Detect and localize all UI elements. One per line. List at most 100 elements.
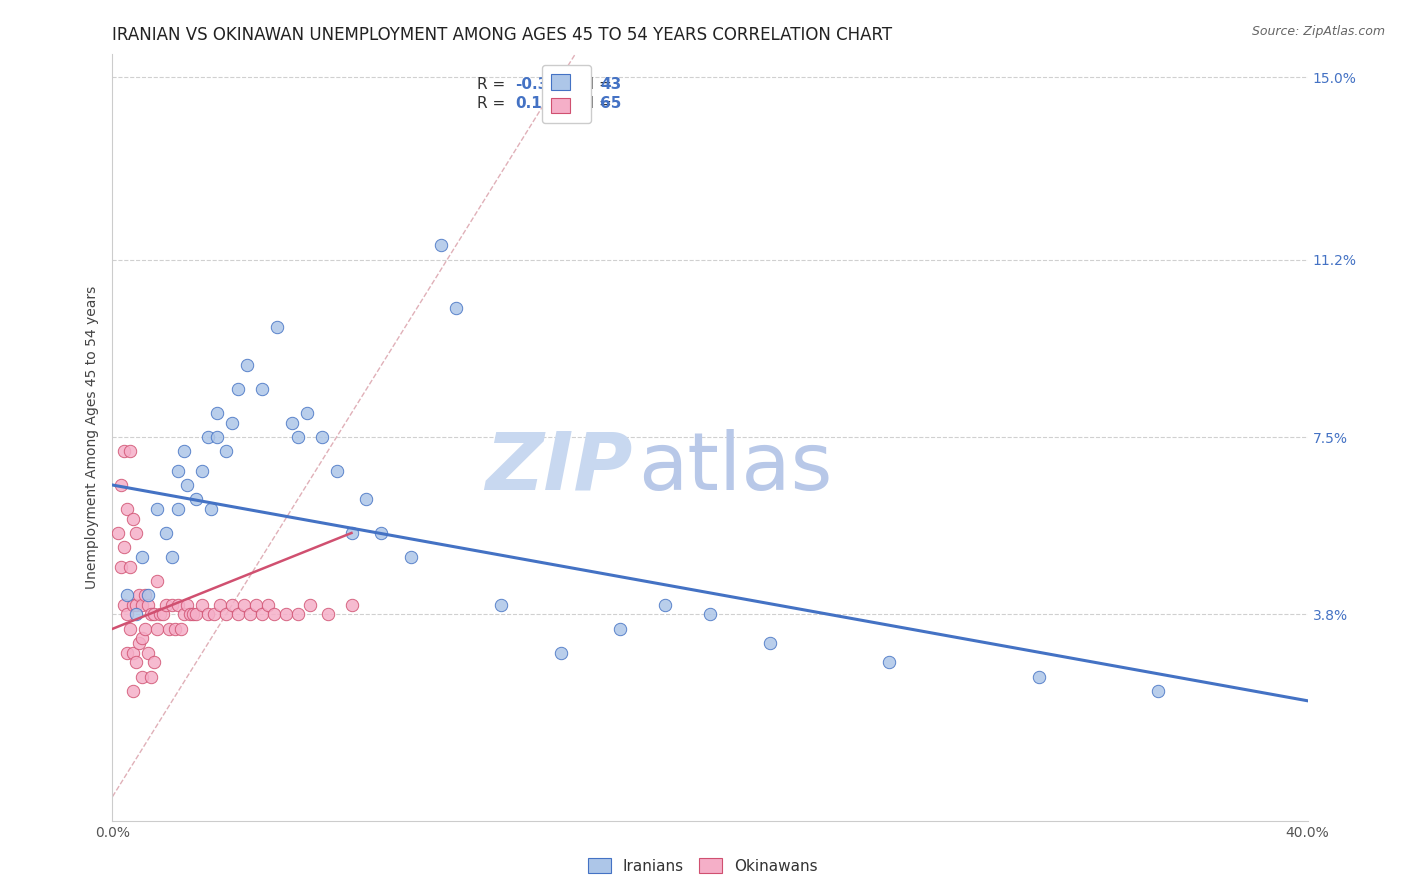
Text: 0.112: 0.112	[515, 95, 564, 111]
Point	[233, 598, 256, 612]
Point	[152, 607, 174, 622]
Point	[170, 622, 193, 636]
Point	[370, 526, 392, 541]
Point	[274, 607, 297, 622]
Point	[197, 430, 219, 444]
Point	[699, 607, 721, 622]
Point	[221, 598, 243, 612]
Point	[245, 598, 267, 612]
Point	[298, 598, 321, 612]
Point	[250, 382, 273, 396]
Point	[165, 622, 187, 636]
Point	[134, 588, 156, 602]
Point	[131, 670, 153, 684]
Point	[128, 636, 150, 650]
Point	[128, 588, 150, 602]
Point	[550, 646, 572, 660]
Point	[1028, 670, 1050, 684]
Point	[191, 598, 214, 612]
Text: Source: ZipAtlas.com: Source: ZipAtlas.com	[1251, 25, 1385, 38]
Point	[167, 502, 190, 516]
Point	[114, 444, 135, 458]
Point	[401, 549, 423, 564]
Point	[209, 598, 232, 612]
Point	[120, 559, 142, 574]
Point	[202, 607, 225, 622]
Point	[143, 656, 166, 670]
Point	[114, 541, 135, 555]
Point	[117, 588, 139, 602]
Point	[287, 430, 309, 444]
Point	[173, 607, 195, 622]
Text: ZIP: ZIP	[485, 429, 633, 507]
Text: N =: N =	[572, 77, 616, 92]
Legend: , : ,	[543, 65, 591, 123]
Point	[215, 607, 238, 622]
Point	[186, 607, 208, 622]
Point	[125, 526, 148, 541]
Point	[226, 607, 249, 622]
Text: 43: 43	[600, 77, 621, 92]
Point	[146, 622, 169, 636]
Point	[250, 607, 273, 622]
Point	[143, 607, 166, 622]
Point	[356, 492, 378, 507]
Point	[120, 444, 142, 458]
Point	[125, 656, 148, 670]
Point	[654, 598, 676, 612]
Y-axis label: Unemployment Among Ages 45 to 54 years: Unemployment Among Ages 45 to 54 years	[86, 285, 100, 589]
Point	[131, 632, 153, 646]
Text: IRANIAN VS OKINAWAN UNEMPLOYMENT AMONG AGES 45 TO 54 YEARS CORRELATION CHART: IRANIAN VS OKINAWAN UNEMPLOYMENT AMONG A…	[112, 26, 893, 44]
Point	[157, 622, 180, 636]
Point	[162, 598, 183, 612]
Text: R =: R =	[477, 95, 515, 111]
Point	[125, 607, 148, 622]
Point	[131, 598, 153, 612]
Point	[122, 598, 145, 612]
Point	[138, 588, 160, 602]
Point	[287, 607, 309, 622]
Point	[146, 574, 169, 588]
Point	[131, 549, 153, 564]
Point	[181, 607, 204, 622]
Point	[141, 670, 163, 684]
Point	[110, 559, 132, 574]
Point	[122, 684, 145, 698]
Point	[117, 607, 139, 622]
Point	[205, 406, 228, 420]
Point	[176, 598, 198, 612]
Point	[200, 502, 222, 516]
Point	[295, 406, 318, 420]
Point	[162, 549, 183, 564]
Point	[141, 607, 163, 622]
Point	[117, 646, 139, 660]
Point	[759, 636, 782, 650]
Point	[122, 511, 145, 525]
Point	[191, 464, 214, 478]
Text: -0.301: -0.301	[515, 77, 569, 92]
Point	[1147, 684, 1170, 698]
Point	[609, 622, 631, 636]
Point	[138, 646, 160, 660]
Text: atlas: atlas	[638, 429, 832, 507]
Point	[117, 502, 139, 516]
Point	[444, 301, 467, 315]
Point	[221, 416, 243, 430]
Point	[236, 358, 259, 372]
Point	[134, 622, 156, 636]
Point	[340, 526, 363, 541]
Point	[155, 598, 177, 612]
Point	[146, 502, 169, 516]
Point	[266, 319, 288, 334]
Point	[176, 478, 198, 492]
Point	[125, 598, 148, 612]
Point	[215, 444, 238, 458]
Point	[205, 430, 228, 444]
Point	[489, 598, 512, 612]
Point	[114, 598, 135, 612]
Legend: Iranians, Okinawans: Iranians, Okinawans	[582, 852, 824, 880]
Point	[430, 238, 453, 252]
Point	[122, 646, 145, 660]
Point	[179, 607, 201, 622]
Point	[149, 607, 172, 622]
